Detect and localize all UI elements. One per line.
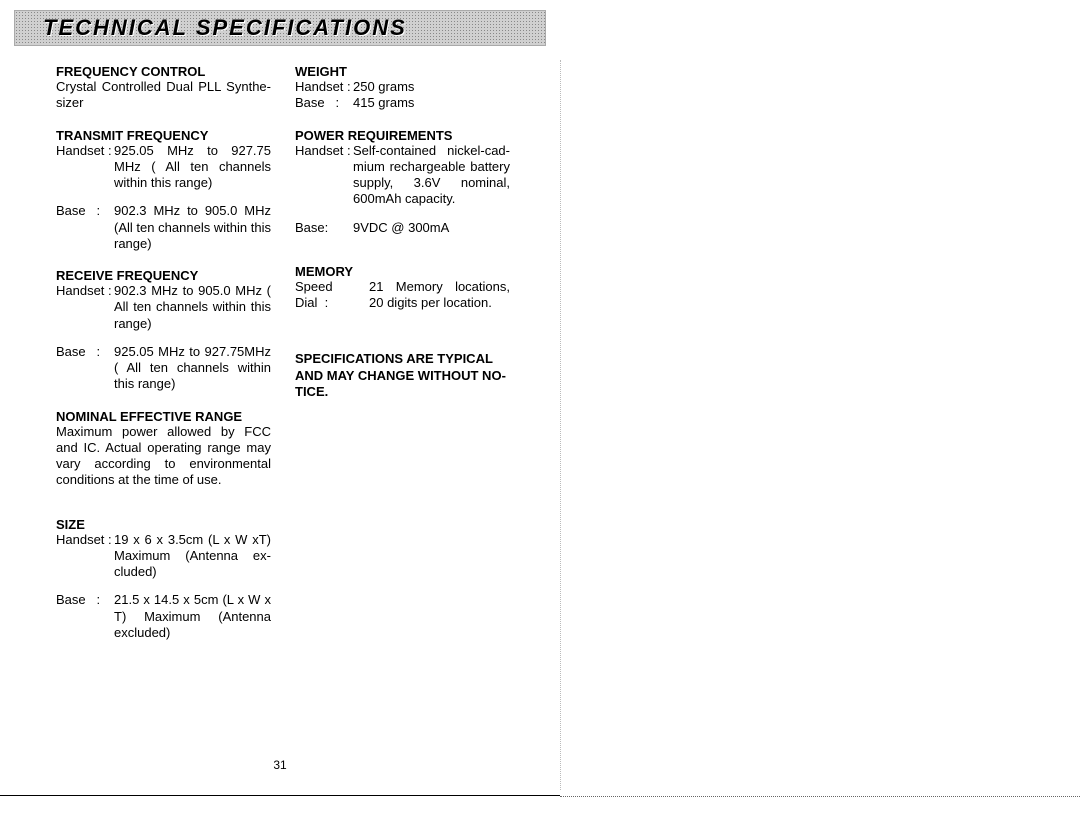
label-base-colon: :	[335, 95, 339, 110]
row-receive-base: Base : 925.05 MHz to 927.75MHz ( All ten…	[56, 344, 271, 393]
label-base: Base :	[56, 592, 114, 641]
manual-page: TECHNICAL SPECIFICATIONS FREQUENCY CONTR…	[0, 0, 560, 800]
row-weight-handset: Handset : 250 grams	[295, 79, 510, 95]
label-base: Base :	[56, 203, 114, 252]
heading-transmit-frequency: TRANSMIT FREQUENCY	[56, 128, 271, 143]
value-size-handset: 19 x 6 x 3.5cm (L x W xT) Maximum (Anten…	[114, 532, 271, 581]
label-base-text: Base	[295, 95, 325, 110]
label-speed-dial-colon: :	[325, 295, 329, 310]
row-receive-handset: Handset : 902.3 MHz to 905.0 MHz ( All t…	[56, 283, 271, 332]
label-base-colon: :	[96, 203, 100, 218]
row-weight-base: Base : 415 grams	[295, 95, 510, 111]
heading-receive-frequency: RECEIVE FREQUENCY	[56, 268, 271, 283]
page-underline	[0, 795, 560, 796]
value-size-base: 21.5 x 14.5 x 5cm (L x W x T) Maximum (A…	[114, 592, 271, 641]
heading-power: POWER REQUIREMENTS	[295, 128, 510, 143]
label-base: Base :	[56, 344, 114, 393]
dash-line-right	[560, 796, 1080, 797]
page-number: 31	[0, 758, 560, 772]
section-receive-frequency: RECEIVE FREQUENCY Handset : 902.3 MHz to…	[56, 268, 271, 393]
label-handset: Handset :	[56, 283, 114, 332]
section-size: SIZE Handset : 19 x 6 x 3.5cm (L x W xT)…	[56, 517, 271, 642]
notice-text: SPECIFICATIONS ARE TYPICAL AND MAY CHANG…	[295, 351, 510, 400]
left-column: FREQUENCY CONTROL Crystal Controlled Dua…	[56, 64, 271, 657]
section-transmit-frequency: TRANSMIT FREQUENCY Handset : 925.05 MHz …	[56, 128, 271, 253]
heading-frequency-control: FREQUENCY CONTROL	[56, 64, 271, 79]
row-size-handset: Handset : 19 x 6 x 3.5cm (L x W xT) Maxi…	[56, 532, 271, 581]
content-columns: FREQUENCY CONTROL Crystal Controlled Dua…	[0, 64, 560, 657]
value-weight-base: 415 grams	[353, 95, 510, 111]
heading-memory: MEMORY	[295, 264, 510, 279]
row-size-base: Base : 21.5 x 14.5 x 5cm (L x W x T) Max…	[56, 592, 271, 641]
section-frequency-control: FREQUENCY CONTROL Crystal Controlled Dua…	[56, 64, 271, 112]
label-base-colon: :	[96, 344, 100, 359]
label-base-text: Base	[56, 203, 86, 218]
row-memory: Speed Dial : 21 Memory locations, 20 dig…	[295, 279, 510, 312]
section-nominal-range: NOMINAL EFFECTIVE RANGE Maximum power al…	[56, 409, 271, 489]
value-weight-handset: 250 grams	[353, 79, 510, 95]
heading-nominal-range: NOMINAL EFFECTIVE RANGE	[56, 409, 271, 424]
value-transmit-base: 902.3 MHz to 905.0 MHz (All ten channels…	[114, 203, 271, 252]
value-power-handset: Self-contained nickel-cad­mium rechargea…	[353, 143, 510, 208]
text-frequency-control: Crystal Controlled Dual PLL Synthe­sizer	[56, 79, 271, 112]
heading-size: SIZE	[56, 517, 271, 532]
section-memory: MEMORY Speed Dial : 21 Memory locations,…	[295, 264, 510, 312]
label-base: Base :	[295, 95, 353, 111]
label-handset: Handset :	[56, 532, 114, 581]
label-handset: Handset :	[295, 79, 353, 95]
heading-weight: WEIGHT	[295, 64, 510, 79]
value-power-base: 9VDC @ 300mA	[353, 220, 510, 236]
value-transmit-handset: 925.05 MHz to 927.75 MHz ( All ten chann…	[114, 143, 271, 192]
title-bar: TECHNICAL SPECIFICATIONS	[14, 10, 546, 46]
row-power-handset: Handset : Self-contained nickel-cad­mium…	[295, 143, 510, 208]
label-base-text: Base	[56, 344, 86, 359]
right-column: WEIGHT Handset : 250 grams Base : 415 gr…	[295, 64, 510, 657]
value-memory: 21 Memory locations, 20 digits per locat…	[369, 279, 510, 312]
section-power: POWER REQUIREMENTS Handset : Self-contai…	[295, 128, 510, 236]
label-handset: Handset :	[56, 143, 114, 192]
label-base: Base:	[295, 220, 353, 236]
value-receive-base: 925.05 MHz to 927.75MHz ( All ten channe…	[114, 344, 271, 393]
fold-line	[560, 60, 561, 790]
row-transmit-handset: Handset : 925.05 MHz to 927.75 MHz ( All…	[56, 143, 271, 192]
label-speed-dial: Speed Dial :	[295, 279, 369, 312]
text-nominal-range: Maximum power allowed by FCC and IC. Act…	[56, 424, 271, 489]
row-power-base: Base: 9VDC @ 300mA	[295, 220, 510, 236]
label-base-text: Base	[56, 592, 86, 607]
section-weight: WEIGHT Handset : 250 grams Base : 415 gr…	[295, 64, 510, 112]
row-transmit-base: Base : 902.3 MHz to 905.0 MHz (All ten c…	[56, 203, 271, 252]
value-receive-handset: 902.3 MHz to 905.0 MHz ( All ten channel…	[114, 283, 271, 332]
label-base-colon: :	[96, 592, 100, 607]
section-notice: SPECIFICATIONS ARE TYPICAL AND MAY CHANG…	[295, 351, 510, 400]
page-title: TECHNICAL SPECIFICATIONS	[43, 15, 407, 41]
label-handset: Handset :	[295, 143, 353, 208]
